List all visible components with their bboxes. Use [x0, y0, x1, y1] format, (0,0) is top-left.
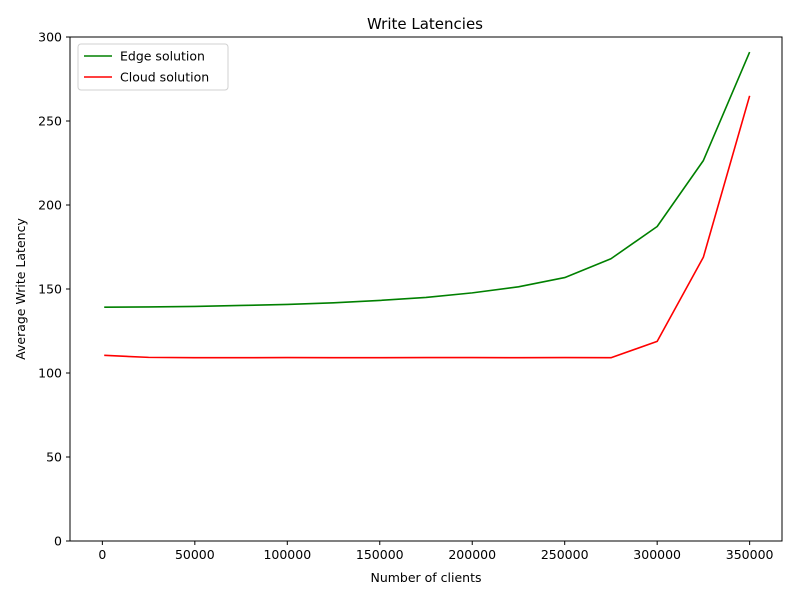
x-tick-label: 50000 — [175, 547, 215, 562]
y-tick-label: 100 — [38, 366, 62, 381]
chart-title: Write Latencies — [367, 15, 483, 33]
y-axis-ticks: 0 50 100 150 200 250 300 — [38, 30, 70, 549]
y-tick-label: 150 — [38, 282, 62, 297]
series-layer — [104, 51, 751, 359]
x-tick-label: 250000 — [541, 547, 589, 562]
legend-label: Edge solution — [120, 49, 205, 64]
plot-frame — [69, 36, 783, 542]
x-tick-label: 350000 — [726, 547, 774, 562]
x-tick-label: 0 — [98, 547, 106, 562]
legend-label: Cloud solution — [120, 70, 209, 85]
series-line-edge — [104, 51, 751, 308]
legend-frame — [77, 43, 229, 91]
legend: Edge solution Cloud solution — [77, 43, 229, 91]
y-tick-label: 300 — [38, 30, 62, 45]
x-tick-label: 150000 — [356, 547, 404, 562]
x-tick-label: 100000 — [263, 547, 311, 562]
x-tick-label: 300000 — [633, 547, 681, 562]
y-tick-label: 50 — [46, 450, 62, 465]
y-tick-label: 200 — [38, 198, 62, 213]
y-tick-label: 250 — [38, 114, 62, 129]
x-axis-ticks: 0 50000 100000 150000 200000 250000 300000 3500… — [98, 541, 774, 562]
x-tick-label: 200000 — [448, 547, 496, 562]
x-axis-label: Number of clients — [370, 570, 481, 585]
series-line-cloud — [104, 95, 751, 359]
y-tick-label: 0 — [54, 534, 62, 549]
y-axis-label: Average Write Latency — [13, 218, 28, 360]
